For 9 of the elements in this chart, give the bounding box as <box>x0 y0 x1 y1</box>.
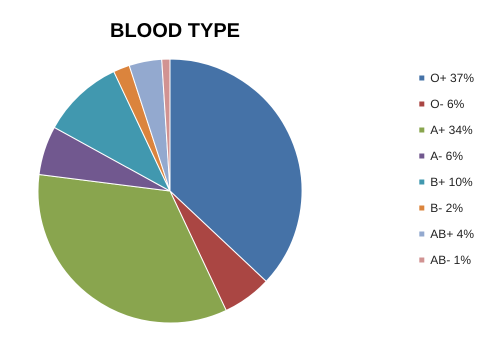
legend-label: O- 6% <box>430 97 465 111</box>
legend-label: B+ 10% <box>430 175 473 189</box>
legend-label: A+ 34% <box>430 123 473 137</box>
legend-label: A- 6% <box>430 149 464 163</box>
chart-title: BLOOD TYPE <box>110 20 240 42</box>
legend-label: AB+ 4% <box>430 227 474 241</box>
legend-label: AB- 1% <box>430 253 472 267</box>
legend-label: O+ 37% <box>430 71 474 85</box>
legend-label: B- 2% <box>430 201 464 215</box>
